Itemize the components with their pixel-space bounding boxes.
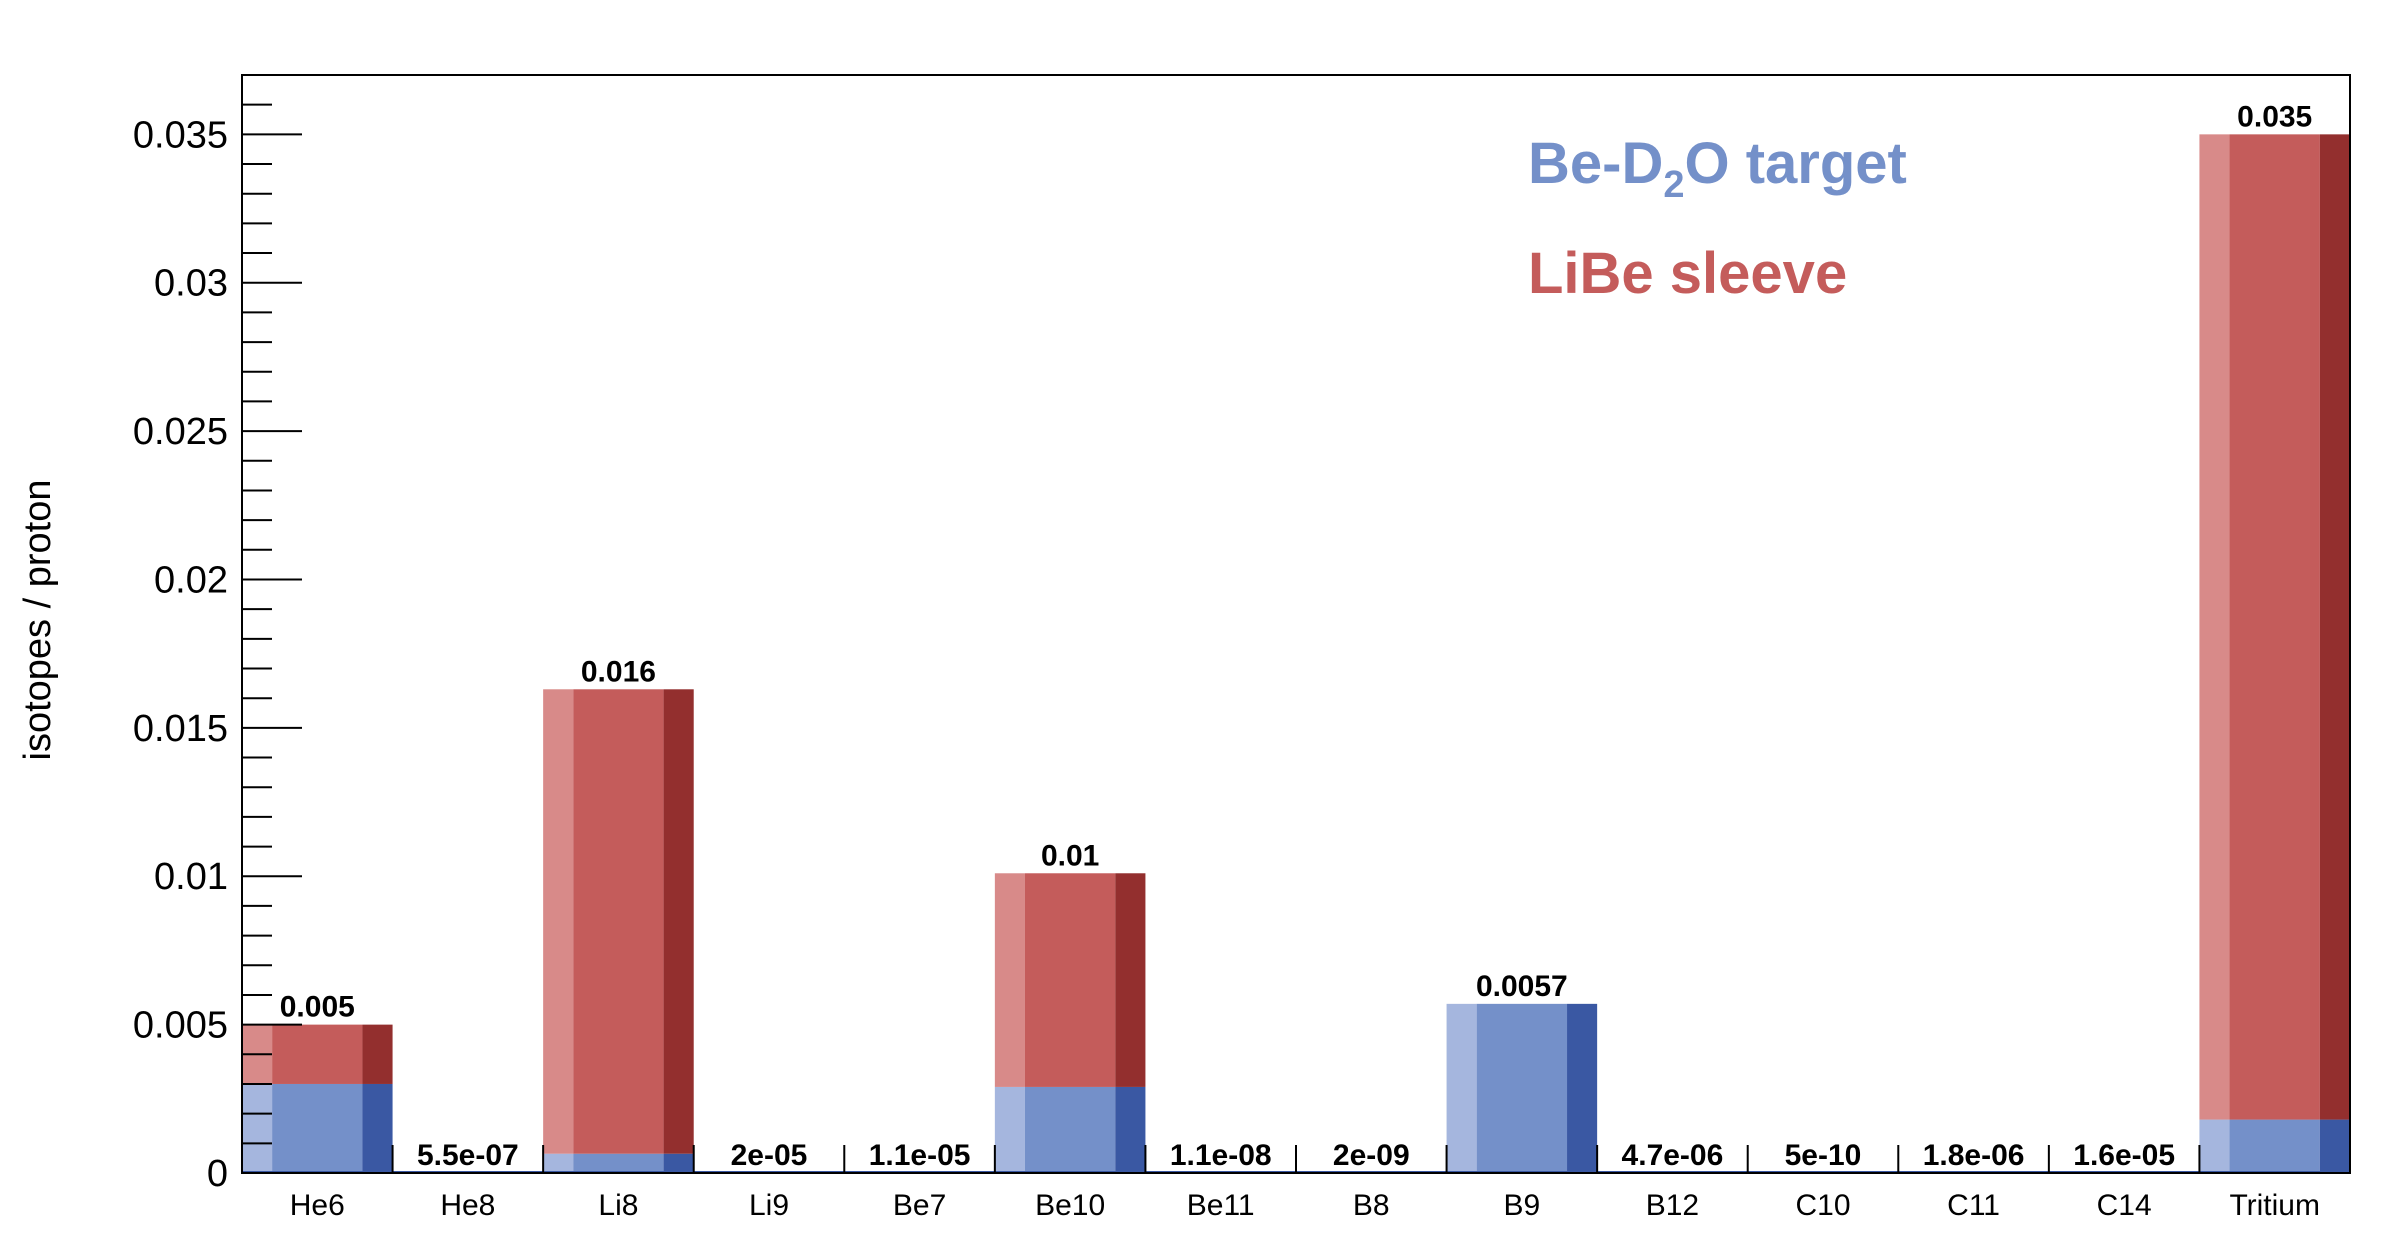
bar-segment: [242, 1083, 273, 1173]
data-label: 5.5e-07: [417, 1139, 519, 1172]
bar-segment: [272, 1083, 363, 1173]
bar-segment: [1115, 1086, 1146, 1173]
x-tick-label: Li9: [749, 1189, 789, 1222]
bar-segment: [1024, 873, 1116, 1087]
y-tick-label: 0.035: [133, 114, 228, 156]
y-axis: 0 0.005 0.01 0.015 0.02 0.025 0.03 0.035: [133, 74, 2201, 1195]
data-label: 0.035: [2237, 100, 2312, 133]
bar-segment: [1567, 1003, 1598, 1173]
data-label: 0.0057: [1476, 970, 1568, 1003]
y-tick-label: 0.02: [154, 559, 228, 601]
x-tick-label: B9: [1504, 1189, 1541, 1222]
bars-layer: [242, 134, 2350, 1173]
bar-segment: [1024, 1086, 1116, 1173]
value-labels: 0.005 5.5e-07 0.016 2e-05 1.1e-05 0.01 1.1e-08…: [280, 100, 2313, 1172]
bar-segment: [1446, 1003, 1477, 1173]
y-axis-title: isotopes / proton: [17, 480, 59, 761]
x-tick-label: He6: [290, 1189, 345, 1222]
bar-segment: [2319, 1119, 2350, 1173]
x-tick-label: C10: [1795, 1189, 1850, 1222]
legend-entry-be-d2o-subscript: 2: [1663, 164, 1684, 206]
bar-segment: [994, 1086, 1025, 1173]
bar-segment: [1476, 1003, 1568, 1173]
x-axis: He6 He8 Li8 Li9 Be7 Be10 Be11 B8 B9 B12 C10 C11 C14 T…: [290, 1189, 2320, 1222]
bar-segment: [543, 1153, 574, 1173]
bar-segment: [1115, 873, 1146, 1087]
x-tick-label: C11: [1947, 1189, 2000, 1222]
x-tick-label: C14: [2097, 1189, 2152, 1222]
y-tick-label: 0.03: [154, 263, 228, 305]
bar-segment: [994, 873, 1025, 1087]
x-tick-label: Tritium: [2229, 1189, 2320, 1222]
legend-entry-be-d2o-part: Be-D: [1528, 131, 1663, 196]
bar-segment: [2319, 134, 2350, 1120]
x-tick-label: He8: [440, 1189, 495, 1222]
bar-segment: [2229, 1119, 2320, 1173]
data-label: 2e-09: [1333, 1139, 1410, 1172]
bar-segment: [272, 1024, 363, 1084]
bar-segment: [573, 689, 664, 1154]
bar-segment: [2229, 134, 2320, 1120]
y-tick-label: 0.015: [133, 708, 228, 750]
y-tick-label: 0.005: [133, 1005, 228, 1047]
y-tick-label: 0: [207, 1153, 228, 1195]
bar-segment: [362, 1024, 393, 1084]
bar-segment: [663, 1153, 694, 1173]
x-tick-label: B12: [1646, 1189, 1699, 1222]
x-tick-label: Be10: [1035, 1189, 1105, 1222]
data-label: 1.8e-06: [1923, 1139, 2025, 1172]
y-tick-label: 0.01: [154, 856, 228, 898]
legend-entry-libe-sleeve: LiBe sleeve: [1528, 241, 1847, 306]
bar-segment: [2199, 1119, 2230, 1173]
legend: Be-D2O target LiBe sleeve: [1528, 131, 1907, 306]
data-label: 0.01: [1041, 839, 1099, 872]
legend-entry-be-d2o: Be-D2O target: [1528, 131, 1907, 206]
bar-segment: [2199, 134, 2230, 1120]
bar-segment: [362, 1083, 393, 1173]
x-tick-label: Li8: [598, 1189, 638, 1222]
x-tick-label: Be7: [893, 1189, 946, 1222]
data-label: 0.016: [581, 655, 656, 688]
bar-segment: [663, 689, 694, 1154]
data-label: 0.005: [280, 991, 355, 1024]
x-tick-label: B8: [1353, 1189, 1390, 1222]
bar-segment: [543, 689, 574, 1154]
data-label: 4.7e-06: [1622, 1139, 1724, 1172]
data-label: 1.6e-05: [2073, 1139, 2175, 1172]
data-label: 2e-05: [731, 1139, 808, 1172]
bar-segment: [573, 1153, 664, 1173]
data-label: 1.1e-05: [869, 1139, 971, 1172]
x-tick-label: Be11: [1187, 1189, 1255, 1222]
y-tick-label: 0.025: [133, 411, 228, 453]
legend-entry-be-d2o-part: O target: [1684, 131, 1906, 196]
data-label: 5e-10: [1785, 1139, 1862, 1172]
data-label: 1.1e-08: [1170, 1139, 1272, 1172]
